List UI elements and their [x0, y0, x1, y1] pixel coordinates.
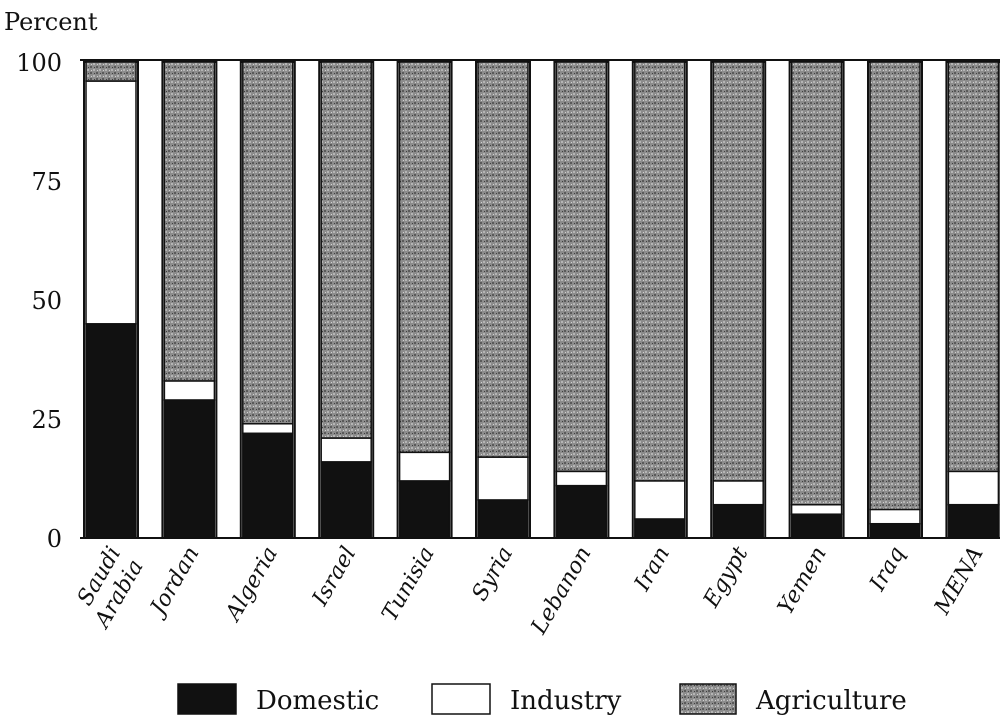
bar-segment-industry [85, 80, 137, 325]
category-label: Israel [307, 543, 361, 612]
bar-segment-domestic [320, 461, 372, 539]
bar-segment-domestic [398, 480, 451, 539]
bar-segment-agriculture [555, 61, 608, 473]
bar-segment-agriculture [398, 61, 451, 454]
bar-segment-domestic [85, 323, 137, 539]
bar-segment-industry [712, 480, 764, 506]
category-label: SaudiArabia [67, 543, 149, 634]
bar-segment-industry [477, 456, 529, 501]
bar-segment-agriculture [790, 61, 843, 506]
bar-segment-agriculture [947, 61, 1000, 473]
legend-swatch-agriculture [679, 683, 737, 715]
bar-segment-industry [869, 508, 921, 525]
category-label: Tunisia [377, 543, 439, 626]
bar-segment-domestic [555, 484, 608, 539]
legend-label-agriculture: Agriculture [755, 686, 907, 716]
bar-segment-domestic [163, 399, 216, 539]
bar-segment-industry [163, 380, 216, 401]
category-label: Algeria [220, 543, 283, 627]
bar-segment-industry [790, 503, 843, 515]
category-label: Lebanon [526, 543, 596, 640]
bar-segment-industry [398, 451, 451, 482]
legend-label-industry: Industry [510, 686, 622, 716]
y-tick-label: 0 [47, 525, 62, 553]
bar-segment-domestic [242, 432, 294, 539]
bar-segment-agriculture [634, 61, 686, 482]
y-axis-label: Percent [4, 8, 98, 36]
y-tick-label: 25 [31, 406, 62, 434]
bar-segment-agriculture [477, 61, 529, 458]
legend-label-domestic: Domestic [256, 686, 379, 716]
bar-segment-domestic [947, 503, 1000, 539]
category-label: Iran [630, 543, 675, 597]
bar-segment-agriculture [163, 61, 216, 382]
category-label: Egypt [698, 542, 753, 612]
bar-segment-industry [947, 470, 1000, 506]
bar-segment-agriculture [242, 61, 294, 425]
bar-segment-industry [555, 470, 608, 487]
legend-swatch-industry [431, 683, 491, 715]
bar-segment-industry [634, 480, 686, 520]
bar-segment-domestic [790, 513, 843, 539]
bar-segment-domestic [634, 518, 686, 539]
bar-segment-industry [242, 423, 294, 435]
bar-segment-domestic [477, 499, 529, 539]
bar-segment-agriculture [320, 61, 372, 439]
category-label: Jordan [144, 543, 205, 623]
bar-segment-domestic [869, 522, 921, 539]
bars-group [83, 61, 1000, 539]
category-label: Syria [467, 543, 518, 606]
bar-segment-industry [320, 437, 372, 463]
category-label: MENA [930, 543, 989, 620]
bar-segment-agriculture [869, 61, 921, 511]
y-axis-ticks: 0 25 50 75 100 [16, 49, 1000, 553]
bar-segment-domestic [712, 503, 764, 539]
y-tick-label: 75 [31, 168, 62, 196]
y-tick-label: 100 [16, 49, 62, 77]
legend: Domestic Industry Agriculture [177, 683, 907, 716]
legend-swatch-domestic [177, 683, 237, 715]
bar-segment-agriculture [85, 61, 137, 82]
bar-segment-agriculture [712, 61, 764, 482]
category-label: Yemen [773, 543, 831, 619]
category-label: Iraq [865, 543, 910, 597]
y-tick-label: 50 [31, 287, 62, 315]
